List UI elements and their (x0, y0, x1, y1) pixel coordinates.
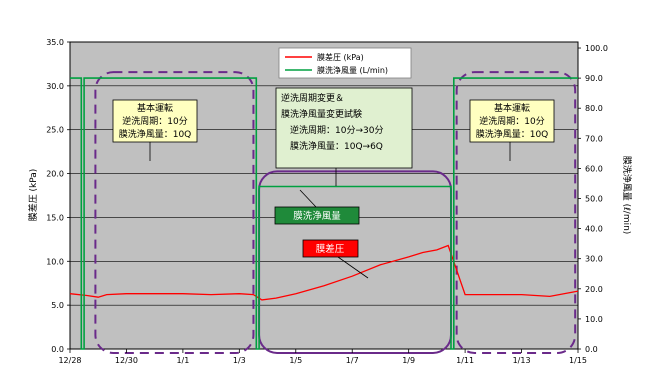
y-left-tick-label: 35.0 (46, 38, 64, 47)
y-right-tick-label: 30.0 (585, 255, 603, 264)
y-left-tick-label: 5.0 (51, 301, 64, 310)
annotation-left-panel (112, 99, 198, 143)
airflow-callout-text: 膜洗浄風量 (293, 210, 341, 222)
y-left-tick-label: 30.0 (46, 82, 64, 91)
y-right-tick-label: 0.0 (585, 345, 598, 354)
y-right-tick-label: 90.0 (585, 74, 603, 83)
y-right-tick-label: 60.0 (585, 164, 603, 173)
series-layer (69, 77, 579, 350)
phase-box-baseline-2 (455, 71, 577, 354)
phase-box-baseline-1 (94, 71, 255, 354)
annotation-middle-line4: 膜洗浄風量：10Q→6Q (290, 140, 383, 152)
legend: 膜差圧 (kPa) 膜洗浄風量 (L/min) (278, 47, 412, 79)
x-tick-label: 1/3 (233, 356, 246, 365)
x-tick-label: 1/15 (569, 356, 587, 365)
y-right-tick-label: 100.0 (585, 44, 608, 53)
annotation-right-line3: 膜洗浄風量：10Q (476, 128, 549, 140)
annotation-right-line1: 基本運転 (494, 102, 530, 114)
y-left-tick-label: 20.0 (46, 170, 64, 179)
annotation-right-box: 基本運転 逆洗周期：10分 膜洗浄風量：10Q (469, 99, 555, 161)
annotation-left-line2: 逆洗周期：10分 (122, 115, 187, 127)
annotation-right-line2: 逆洗周期：10分 (479, 115, 544, 127)
annotation-middle-line3: 逆洗周期：10分→30分 (290, 124, 383, 136)
annotation-middle-line1: 逆洗周期変更＆ (281, 92, 344, 104)
y-right-tick-label: 70.0 (585, 134, 603, 143)
pressure-callout-box (302, 239, 359, 258)
annotation-right-panel (469, 99, 555, 143)
y-right-tick-label: 10.0 (585, 315, 603, 324)
airflow-callout-box (274, 206, 360, 225)
pressure-callout-leader (337, 256, 369, 279)
annotation-left-line1: 基本運転 (137, 102, 173, 114)
x-tick-label: 1/11 (456, 356, 474, 365)
airflow-callout: 膜洗浄風量 (274, 189, 360, 225)
legend-pressure-label: 膜差圧 (kPa) (317, 52, 364, 62)
axes: 0.0 5.0 10.0 15.0 20.0 25.0 30.0 35.0 0.0 10.0 20.… (46, 38, 608, 365)
legend-box (278, 47, 412, 79)
x-tick-label: 12/30 (115, 356, 138, 365)
annotation-left-box: 基本運転 逆洗周期：10分 膜洗浄風量：10Q (112, 99, 198, 161)
pressure-callout: 膜差圧 (302, 239, 369, 279)
annotation-middle-line2: 膜洗浄風量変更試験 (281, 108, 362, 120)
y-right-tick-label: 80.0 (585, 104, 603, 113)
y-right-tick-label: 40.0 (585, 225, 603, 234)
pressure-callout-text: 膜差圧 (316, 243, 345, 255)
y-left-tick-label: 10.0 (46, 257, 64, 266)
airflow-callout-leader (299, 189, 317, 208)
annotation-middle-panel (275, 87, 413, 169)
y-left-tick-label: 15.0 (46, 213, 64, 222)
annotation-left-line3: 膜洗浄風量：10Q (119, 128, 192, 140)
y-left-tick-label: 0.0 (51, 345, 64, 354)
y-left-axis-title: 膜差圧 (kPa) (27, 169, 39, 222)
y-left-tick-label: 25.0 (46, 126, 64, 135)
y-right-tick-label: 20.0 (585, 285, 603, 294)
x-tick-label: 1/7 (346, 356, 359, 365)
series-line-airflow (70, 77, 578, 350)
x-tick-label: 12/28 (58, 356, 81, 365)
x-tick-label: 1/13 (513, 356, 531, 365)
annotation-middle-box: 逆洗周期変更＆ 膜洗浄風量変更試験 逆洗周期：10分→30分 膜洗浄風量：10Q… (275, 87, 413, 186)
x-tick-label: 1/1 (176, 356, 189, 365)
x-tick-label: 1/9 (402, 356, 415, 365)
y-right-axis-title: 膜洗浄風量 (ℓ/min) (621, 156, 633, 235)
x-tick-label: 1/5 (289, 356, 302, 365)
y-right-tick-label: 50.0 (585, 195, 603, 204)
legend-airflow-label: 膜洗浄風量 (L/min) (317, 65, 388, 75)
series-line-pressure (69, 244, 579, 301)
